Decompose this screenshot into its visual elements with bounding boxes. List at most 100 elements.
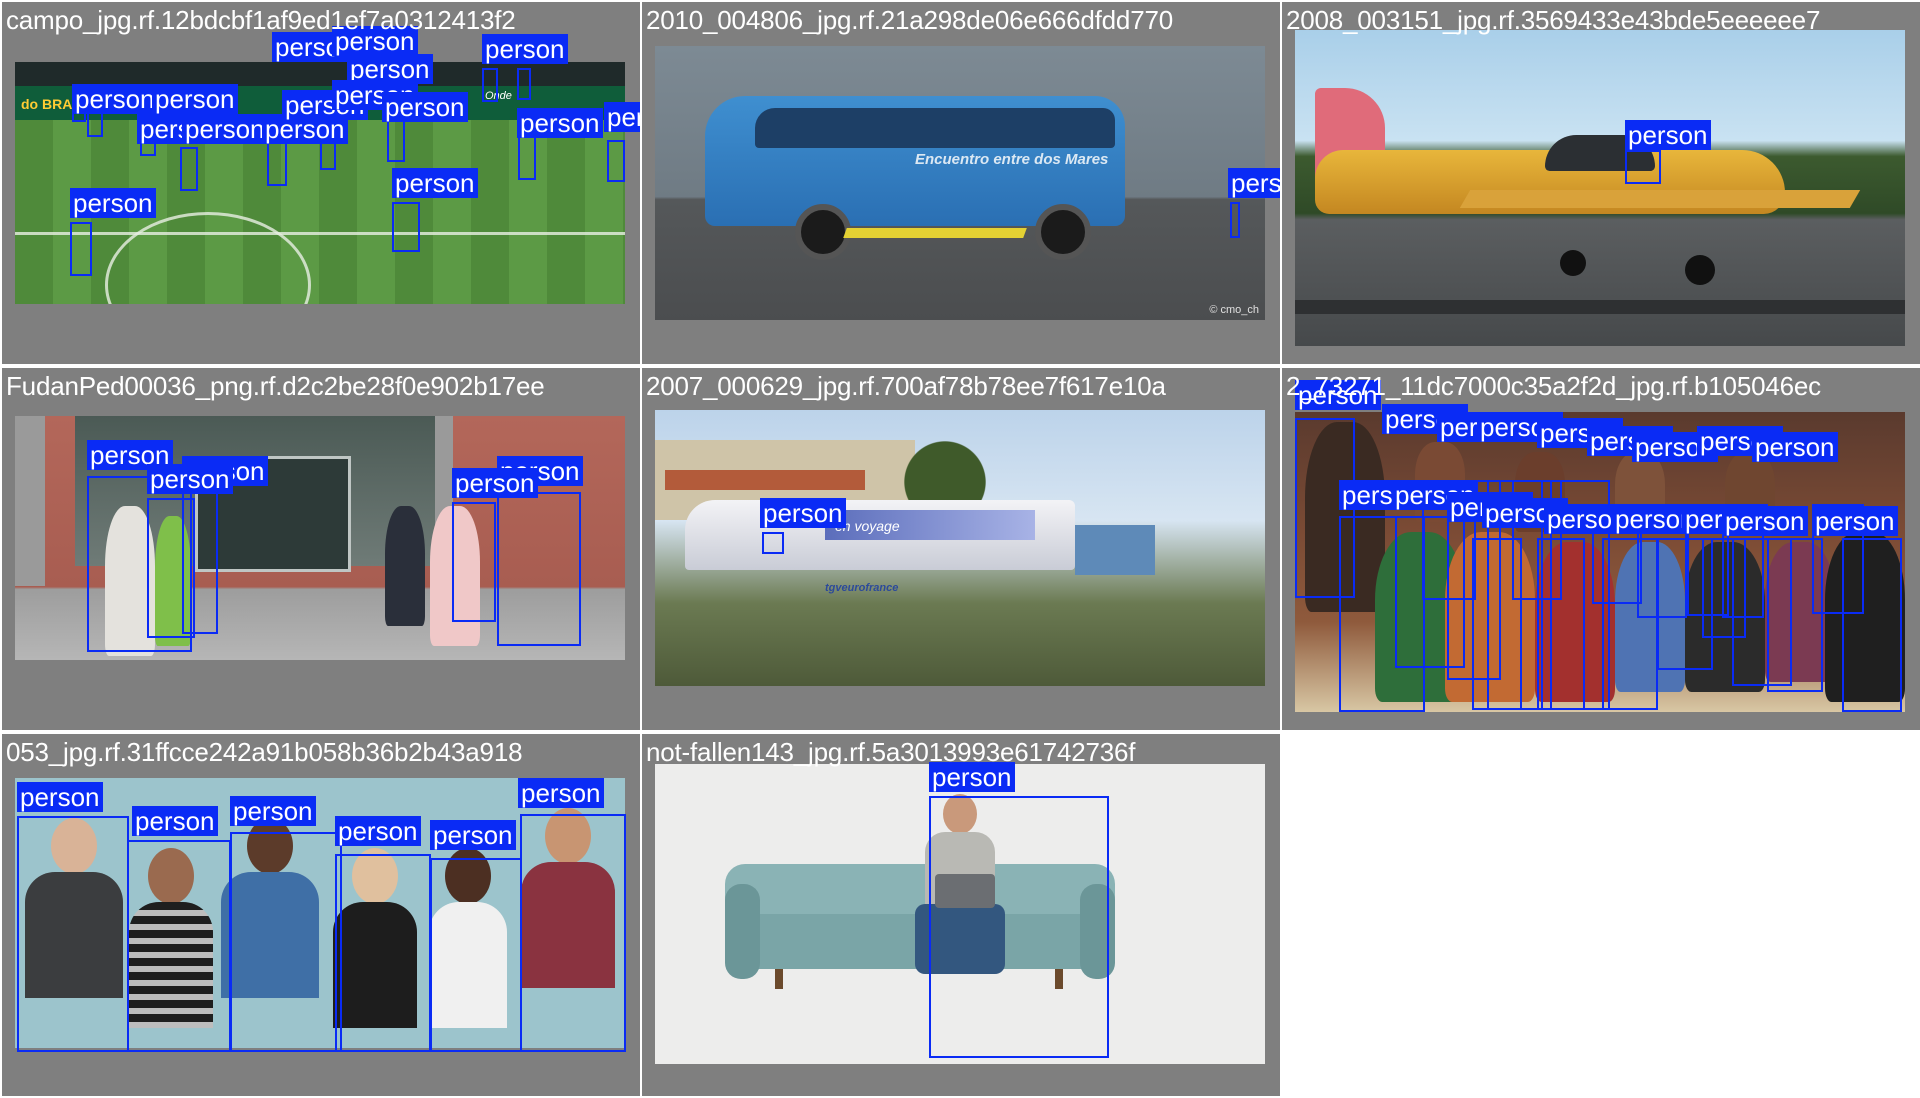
detection-box [482,68,498,102]
plane-wheel [1685,255,1715,285]
detection-box [1625,150,1661,184]
person-figure [1535,542,1615,702]
head [545,808,591,864]
sofa-leg [1055,969,1063,989]
detection-label: person [347,54,433,84]
tile-title: FudanPed00036_png.rf.d2c2be28f0e902b17ee [6,371,545,401]
detection-label: person [452,468,538,498]
detection-box [1230,202,1240,238]
detection-box [1812,504,1864,614]
person-figure [423,848,513,1028]
detection-label: person [182,114,268,144]
ad-board-text: Onde [485,90,512,102]
torso [429,902,507,1028]
detection-label: person [382,92,468,122]
detection-label: person [1228,168,1280,198]
detection-box [497,492,581,646]
train-livery [825,510,1035,540]
pitch-line [15,232,625,235]
plane-photo [1295,30,1905,346]
detection-label: person [17,782,103,812]
detection-box [762,532,784,554]
plane-wing [1459,190,1861,208]
tile-train: 2007_000629_jpg.rf.700af78b78ee7f617e10a… [642,368,1280,730]
detection-label: person [335,816,421,846]
person-figure [215,818,325,998]
empty-grid-slot [1282,734,1920,1096]
tile-sofa: not-fallen143_jpg.rf.5a3013993e61742736f… [642,734,1280,1096]
laptop [935,874,995,908]
sofa-photo [655,764,1265,1064]
smiling-people-photo [15,778,625,1048]
sofa-arm [1080,884,1115,979]
torso [221,872,319,998]
head [247,818,293,874]
detection-label: person [517,108,603,138]
torso [25,872,123,998]
detection-label: person [1752,432,1838,462]
head [148,848,194,904]
detection-box [335,854,431,1052]
detection-box [147,498,195,638]
detection-label: person [1812,506,1898,536]
tile-title: campo_jpg.rf.12bdcbf1af9ed1ef7a0312413f2 [6,5,516,35]
detection-box [1657,538,1713,670]
detection-box [1732,538,1792,686]
detection-box [517,68,531,100]
pedestrian [385,506,425,626]
tile-title: 2_73271_11dc7000c35a2f2d_jpg.rf.b105046e… [1286,371,1821,401]
train-livery-text: tgveurofrance [825,582,899,594]
roof [665,470,865,490]
stadium-stands [15,62,625,86]
sofa-leg [775,969,783,989]
detection-label: person [132,806,218,836]
detection-label: person [1382,404,1468,434]
photo-credit: © cmo_ch [1209,304,1259,316]
detection-box [17,816,129,1052]
detection-box [70,222,92,276]
detection-box [1767,538,1823,692]
bus-text: Encuentro entre dos Mares [915,151,1109,168]
tile-soccer: campo_jpg.rf.12bdcbf1af9ed1ef7a0312413f2… [2,2,640,364]
head [943,794,977,834]
bus-wheel [1035,204,1091,260]
detection-label: person [430,820,516,850]
torso [333,902,417,1028]
tile-title: 2008_003151_jpg.rf.3569433e43bde5eeeeee7 [1286,5,1821,35]
detection-label: person [152,84,238,114]
center-circle [105,212,311,304]
detection-box [230,832,342,1052]
head [51,818,97,874]
train-livery-text: en voyage [835,518,900,534]
tile-smiling-people: 053_jpg.rf.31ffcce242a91b058b36b2b43a918 [2,734,640,1096]
detection-box [1339,516,1425,712]
curb [843,228,1027,238]
person-figure [19,818,129,998]
bus-photo: Encuentro entre dos Mares © cmo_ch [655,46,1265,320]
bus-wheel [795,204,851,260]
tile-title: 2010_004806_jpg.rf.21a298de06e666dfdd770 [646,5,1173,35]
detection-box [392,202,420,252]
torso [521,862,615,988]
detection-label: person [518,778,604,808]
plane-wheel [1560,250,1586,276]
detection-box [1842,538,1902,712]
detection-label: person [929,762,1015,792]
person-figure [515,808,621,988]
detection-box [1395,516,1465,668]
detection-box [182,488,218,634]
detection-label: person [392,168,478,198]
detection-label: person [70,188,156,218]
pedestrian [155,516,191,646]
tile-group: 2_73271_11dc7000c35a2f2d_jpg.rf.b105046e… [1282,368,1920,730]
tile-title: not-fallen143_jpg.rf.5a3013993e61742736f [646,737,1136,767]
tarmac [1295,300,1905,314]
detection-box [607,140,625,182]
detection-box [518,132,536,180]
head [352,848,398,904]
tile-bus: 2010_004806_jpg.rf.21a298de06e666dfdd770… [642,2,1280,364]
person-figure [1825,532,1905,702]
detection-label: person [482,34,568,64]
detection-box [520,814,626,1052]
